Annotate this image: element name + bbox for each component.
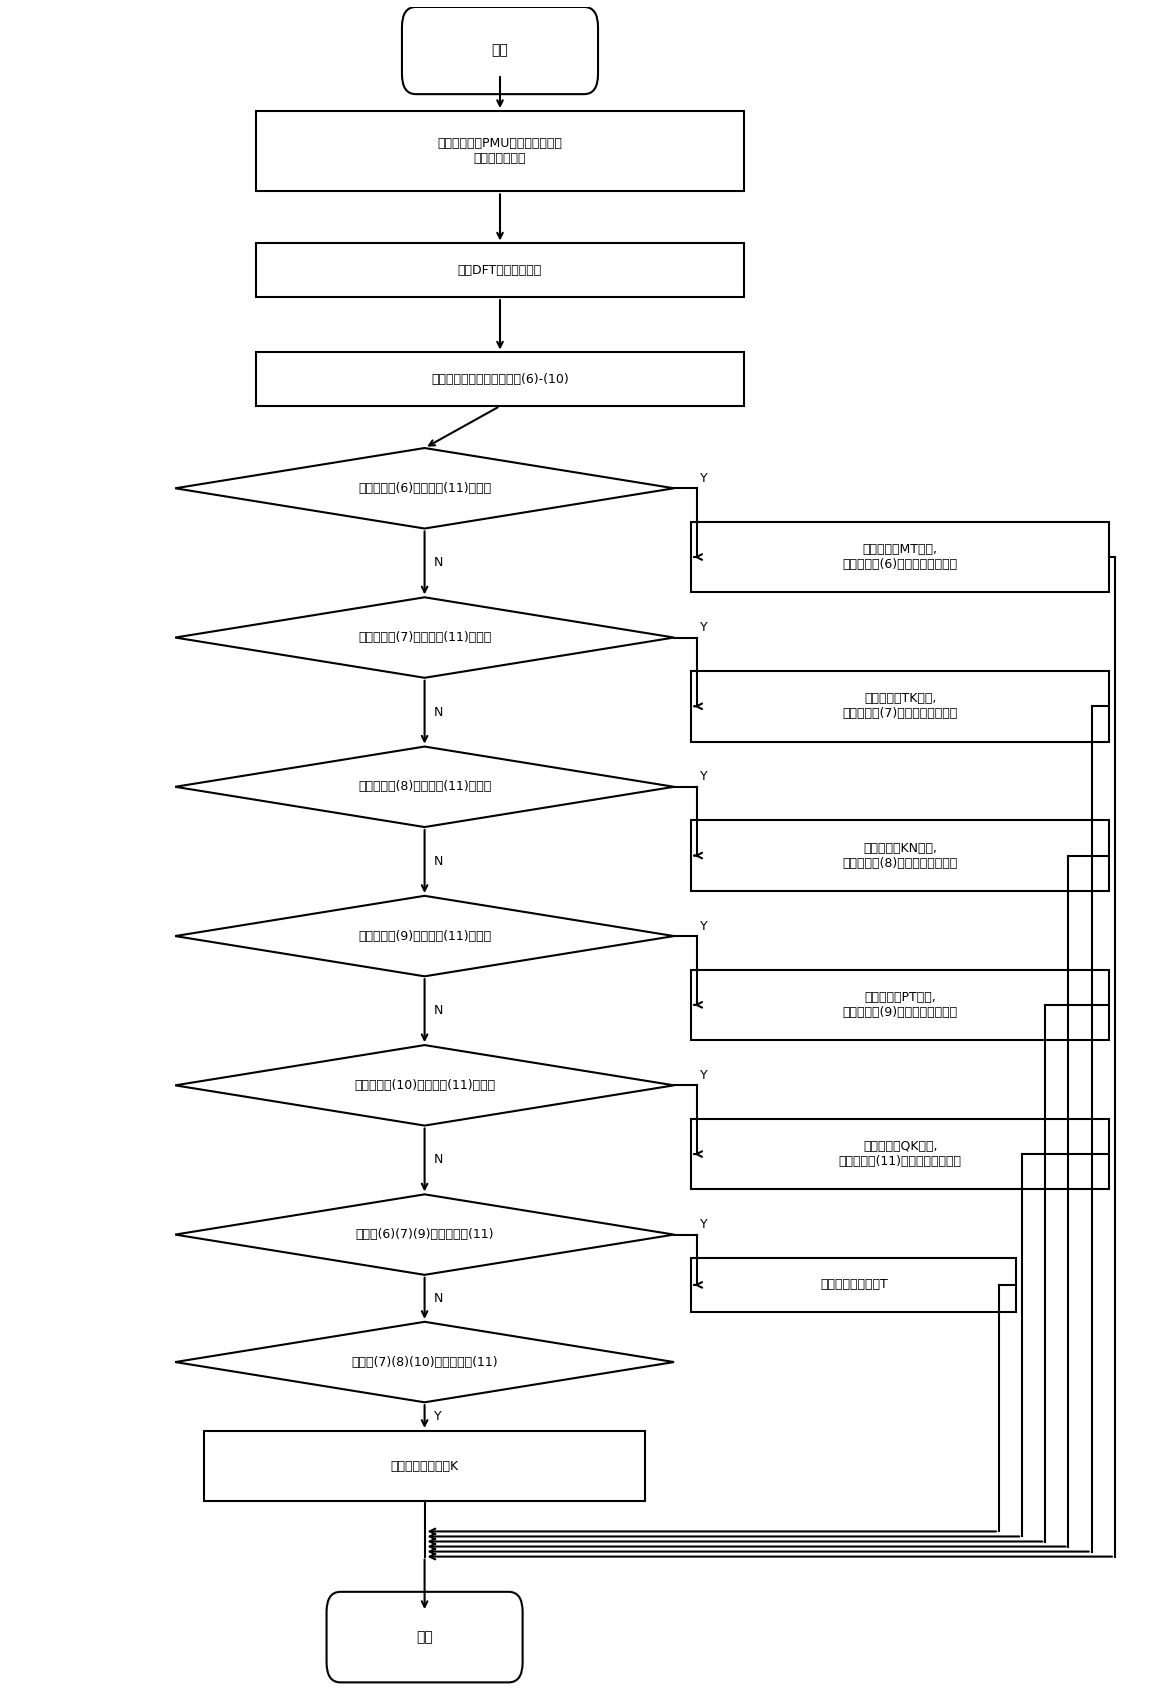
Text: 故障发生在MT区段,
并将方程组(6)的解作为测距结果: 故障发生在MT区段, 并将方程组(6)的解作为测距结果 [843,543,958,572]
Text: 采用DFT提取基波分量: 采用DFT提取基波分量 [458,264,542,277]
Bar [691,523,1109,592]
Bar [691,969,1109,1040]
Text: N: N [434,1153,444,1167]
Bar [691,1258,1017,1312]
Text: 开始: 开始 [492,44,508,57]
Bar [691,1119,1109,1189]
Polygon shape [175,448,674,529]
Text: Y: Y [700,1069,707,1082]
Text: 故障发生在PT区段,
并将方程组(9)的解作为测距结果: 故障发生在PT区段, 并将方程组(9)的解作为测距结果 [843,991,958,1018]
Text: Y: Y [700,1218,707,1231]
Bar [204,1431,645,1502]
Text: N: N [434,705,444,719]
Polygon shape [175,1194,674,1275]
Bar [691,820,1109,891]
Bar [256,112,743,191]
Text: Y: Y [434,1410,441,1424]
Polygon shape [175,597,674,678]
Text: Y: Y [700,769,707,783]
Polygon shape [175,896,674,976]
Text: 输入各端微型PMU的故障后一周波
电压电流采样值: 输入各端微型PMU的故障后一周波 电压电流采样值 [438,137,562,166]
FancyBboxPatch shape [402,7,598,95]
Text: N: N [434,856,444,867]
Text: 故障发生在KN区段,
并将方程组(8)的解作为测距结果: 故障发生在KN区段, 并将方程组(8)的解作为测距结果 [843,842,958,869]
Text: N: N [434,556,444,570]
Text: 故障发生在QK区段,
并将方程组(11)的解作为测距结果: 故障发生在QK区段, 并将方程组(11)的解作为测距结果 [838,1140,962,1168]
Polygon shape [175,1322,674,1402]
Bar [256,244,743,298]
Polygon shape [175,746,674,827]
Text: 只有方程组(9)的解满足(11)的要求: 只有方程组(9)的解满足(11)的要求 [358,930,491,942]
Text: 结束: 结束 [417,1630,433,1644]
Text: 只有方程组(7)的解满足(11)的要求: 只有方程组(7)的解满足(11)的要求 [358,631,491,644]
Text: N: N [434,1004,444,1018]
Text: Y: Y [700,920,707,932]
FancyBboxPatch shape [326,1591,522,1683]
Polygon shape [175,1045,674,1126]
Text: 故障发生在分接点K: 故障发生在分接点K [391,1459,459,1473]
Text: N: N [434,1292,444,1305]
Text: 故障发生在分接点T: 故障发生在分接点T [819,1278,888,1292]
Text: Y: Y [700,621,707,634]
Text: 故障发生在TK区段,
并将方程组(7)的解作为测距结果: 故障发生在TK区段, 并将方程组(7)的解作为测距结果 [843,692,958,720]
Text: 只有方程组(8)的解满足(11)的要求: 只有方程组(8)的解满足(11)的要求 [358,780,491,793]
Text: 只有方程组(6)的解满足(11)的要求: 只有方程组(6)的解满足(11)的要求 [358,482,491,495]
Bar [256,352,743,406]
Text: 方程组(6)(7)(9)的解均满足(11): 方程组(6)(7)(9)的解均满足(11) [356,1228,494,1241]
Text: 采用信赖域算法求解方程组(6)-(10): 采用信赖域算法求解方程组(6)-(10) [431,372,569,386]
Text: 只有方程组(10)的解满足(11)的要求: 只有方程组(10)的解满足(11)的要求 [355,1079,495,1092]
Text: Y: Y [700,472,707,485]
Bar [691,671,1109,742]
Text: 方程组(7)(8)(10)的解均满足(11): 方程组(7)(8)(10)的解均满足(11) [351,1356,498,1368]
